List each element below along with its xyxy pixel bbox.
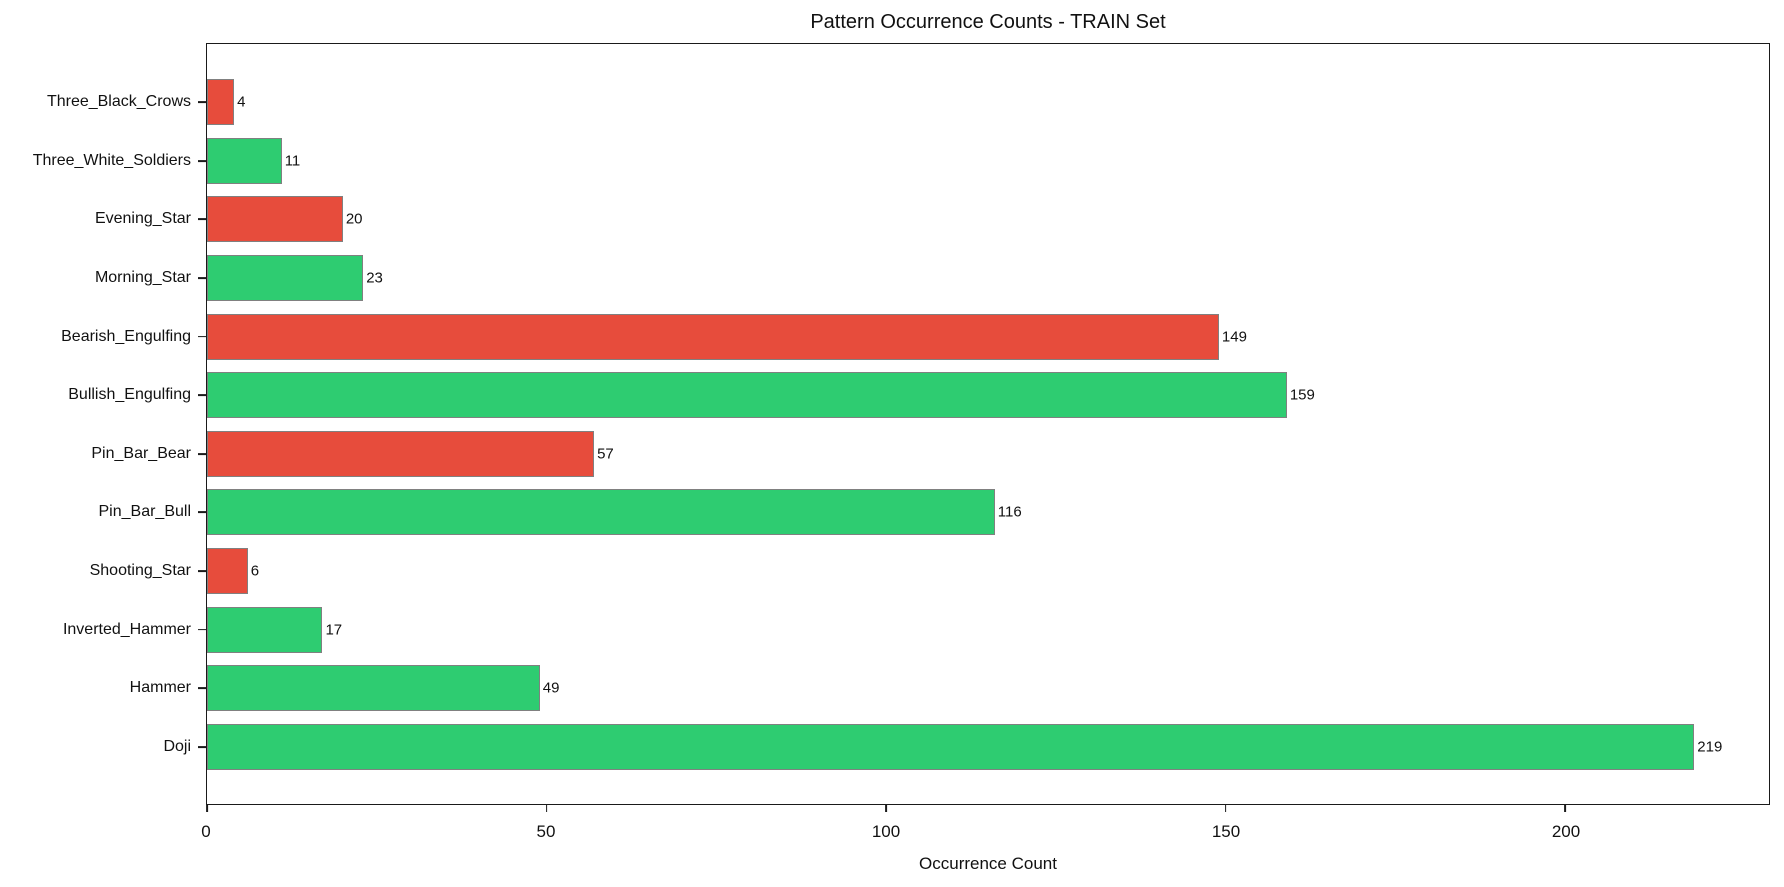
- y-tick-mark: [198, 277, 206, 279]
- category-label: Bearish_Engulfing: [61, 327, 191, 345]
- plot-area: Three_Black_Crows 4 Three_White_Soldiers 11…: [33, 43, 1770, 812]
- y-tick-mark: [198, 159, 206, 162]
- y-tick-mark: [198, 218, 206, 221]
- bar-inverted_hammer: 17: [207, 606, 342, 653]
- x-tick-label: 50: [536, 822, 556, 841]
- bar-three_black_crows: 4: [207, 79, 246, 126]
- x-axis-label: Occurrence Count: [919, 854, 1057, 873]
- y-tick-mark: [198, 335, 206, 338]
- bar-morning_star: 23: [207, 255, 383, 302]
- y-tick-mark: [198, 394, 206, 397]
- category-label: Pin_Bar_Bull: [98, 503, 192, 521]
- value-label: 49: [542, 679, 560, 697]
- bar-row: Inverted_Hammer 17: [63, 600, 1769, 659]
- x-tick-label: 0: [201, 822, 211, 841]
- bar-row: Shooting_Star 6: [90, 542, 1769, 601]
- bar-row: Morning_Star 23: [95, 249, 1769, 308]
- value-label: 23: [366, 269, 383, 287]
- value-label: 4: [237, 93, 246, 111]
- category-label: Morning_Star: [94, 269, 191, 287]
- category-label: Pin_Bar_Bear: [91, 444, 191, 462]
- bar-row: Pin_Bar_Bull 116: [99, 483, 1769, 542]
- bar-doji: 219: [207, 723, 1722, 770]
- bar-row: Doji 219: [163, 718, 1769, 777]
- bar-row: Three_White_Soldiers 11: [33, 132, 1769, 191]
- bar-row: Three_Black_Crows 4: [47, 73, 1769, 132]
- category-label: Three_Black_Crows: [46, 93, 191, 111]
- x-tick-label: 100: [871, 822, 901, 841]
- y-tick-mark: [198, 628, 206, 631]
- bar-shooting_star: 6: [207, 548, 259, 595]
- bar-pin_bar_bear: 57: [207, 430, 614, 477]
- bar-pin_bar_bull: 116: [207, 489, 1022, 536]
- bar-evening_star: 20: [207, 196, 363, 243]
- value-label: 17: [325, 621, 343, 639]
- x-tick-mark: [885, 804, 888, 812]
- x-tick-label: 150: [1211, 822, 1241, 841]
- value-label: 159: [1289, 386, 1315, 404]
- value-label: 11: [284, 152, 301, 170]
- y-tick-mark: [198, 511, 206, 514]
- category-label: Evening_Star: [94, 210, 191, 228]
- category-label: Three_White_Soldiers: [32, 151, 191, 169]
- y-tick-mark: [198, 687, 206, 690]
- category-label: Doji: [163, 737, 191, 755]
- bar-row: Pin_Bar_Bear 57: [91, 425, 1769, 484]
- x-tick-labels: 0 50 100 150 200: [201, 822, 1770, 844]
- x-tick-mark: [206, 804, 208, 812]
- value-label: 57: [597, 445, 614, 463]
- x-tick-mark: [545, 804, 548, 812]
- x-tick-mark: [1564, 804, 1567, 812]
- chart-title: Pattern Occurrence Counts - TRAIN Set: [810, 11, 1166, 33]
- y-tick-mark: [198, 745, 206, 748]
- category-label: Bullish_Engulfing: [68, 386, 191, 404]
- bar-three_white_soldiers: 11: [207, 137, 300, 184]
- y-tick-mark: [198, 101, 206, 104]
- category-label: Shooting_Star: [89, 562, 191, 580]
- value-label: 149: [1221, 328, 1247, 346]
- x-tick-mark: [1224, 804, 1227, 812]
- x-tick-label: 200: [1551, 822, 1581, 841]
- bar-bearish_engulfing: 149: [207, 313, 1247, 360]
- bar-hammer: 49: [207, 665, 559, 712]
- value-label: 116: [997, 503, 1022, 521]
- value-label: 219: [1697, 738, 1723, 756]
- category-label: Inverted_Hammer: [62, 620, 191, 638]
- value-label: 20: [345, 210, 363, 228]
- y-tick-mark: [198, 570, 206, 572]
- bar-rows-container: Three_Black_Crows 4 Three_White_Soldiers 11…: [33, 44, 1769, 804]
- y-tick-mark: [198, 452, 206, 455]
- bar-bullish_engulfing: 159: [207, 372, 1315, 419]
- bar-row: Bearish_Engulfing 149: [61, 307, 1769, 366]
- value-label: 6: [250, 562, 260, 580]
- bar-row: Hammer 49: [130, 659, 1769, 718]
- bar-row: Evening_Star 20: [95, 190, 1769, 249]
- category-label: Hammer: [129, 679, 191, 697]
- bar-row: Bullish_Engulfing 159: [68, 366, 1769, 425]
